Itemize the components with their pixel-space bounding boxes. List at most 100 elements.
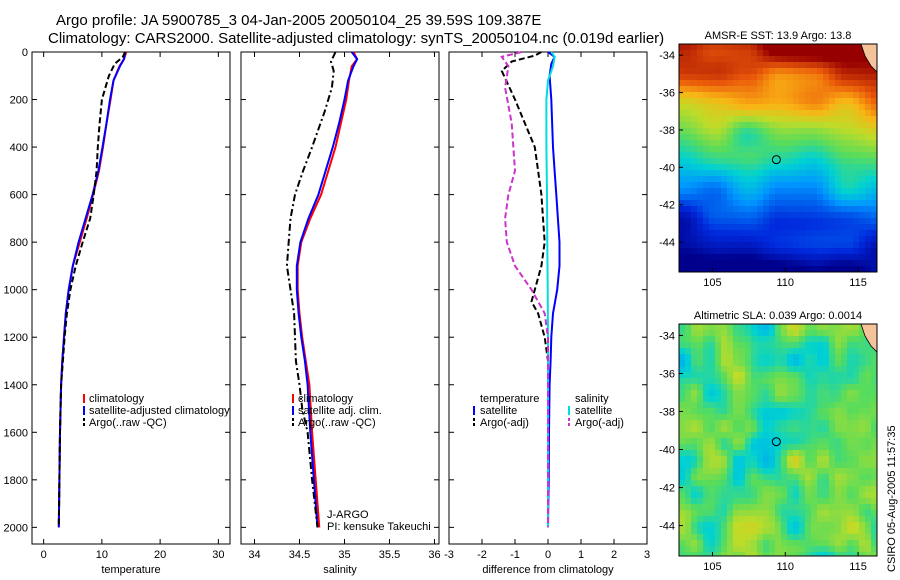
- map-cell: [841, 378, 847, 384]
- map-cell: [691, 432, 697, 438]
- map-cell: [847, 260, 853, 266]
- map-cell: [691, 260, 697, 266]
- map-cell: [871, 474, 877, 480]
- map-cell: [715, 348, 721, 354]
- map-cell: [703, 266, 709, 272]
- map-cell: [871, 158, 877, 164]
- map-cell: [835, 194, 841, 200]
- map-cell: [697, 510, 703, 516]
- map-cell: [757, 194, 763, 200]
- map-cell: [679, 528, 685, 534]
- map-cell: [811, 468, 817, 474]
- map-cell: [835, 486, 841, 492]
- map-cell: [691, 224, 697, 230]
- map-cell: [721, 378, 727, 384]
- map-cell: [847, 468, 853, 474]
- map-cell: [865, 230, 871, 236]
- map-cell: [871, 218, 877, 224]
- map-cell: [793, 170, 799, 176]
- map-cell: [865, 110, 871, 116]
- map-cell: [853, 236, 859, 242]
- map-cell: [685, 354, 691, 360]
- map-cell: [751, 498, 757, 504]
- map-cell: [739, 140, 745, 146]
- map-cell: [751, 384, 757, 390]
- map-cell: [739, 212, 745, 218]
- map-cell: [775, 86, 781, 92]
- map-cell: [739, 110, 745, 116]
- map-cell: [721, 194, 727, 200]
- map-cell: [787, 164, 793, 170]
- map-cell: [781, 170, 787, 176]
- map-cell: [793, 200, 799, 206]
- map-cell: [685, 146, 691, 152]
- map-cell: [799, 354, 805, 360]
- map-cell: [691, 98, 697, 104]
- map-cell: [853, 62, 859, 68]
- map-cell: [859, 62, 865, 68]
- map-cell: [841, 182, 847, 188]
- map-cell: [721, 74, 727, 80]
- map-cell: [829, 104, 835, 110]
- map-cell: [775, 140, 781, 146]
- map-cell: [799, 152, 805, 158]
- map-cell: [871, 366, 877, 372]
- map-cell: [739, 414, 745, 420]
- map-cell: [715, 170, 721, 176]
- map-cell: [787, 80, 793, 86]
- map-cell: [853, 122, 859, 128]
- map-cell: [691, 474, 697, 480]
- map-cell: [811, 122, 817, 128]
- map-cell: [853, 80, 859, 86]
- map-cell: [829, 480, 835, 486]
- map-cell: [715, 498, 721, 504]
- map-cell: [775, 236, 781, 242]
- map-cell: [835, 176, 841, 182]
- map-cell: [721, 348, 727, 354]
- map-cell: [781, 348, 787, 354]
- x-tick-label: 115: [849, 277, 867, 289]
- map-cell: [721, 176, 727, 182]
- map-cell: [763, 372, 769, 378]
- map-cell: [775, 80, 781, 86]
- map-cell: [829, 194, 835, 200]
- map-cell: [823, 254, 829, 260]
- map-cell: [769, 378, 775, 384]
- map-cell: [715, 540, 721, 546]
- map-cell: [775, 402, 781, 408]
- map-cell: [745, 480, 751, 486]
- map-cell: [739, 128, 745, 134]
- map-cell: [733, 402, 739, 408]
- map-cell: [703, 116, 709, 122]
- map-cell: [697, 56, 703, 62]
- map-cell: [823, 342, 829, 348]
- map-cell: [817, 504, 823, 510]
- map-cell: [853, 432, 859, 438]
- map-cell: [793, 456, 799, 462]
- map-cell: [745, 504, 751, 510]
- map-cell: [823, 348, 829, 354]
- map-cell: [691, 408, 697, 414]
- map-cell: [853, 438, 859, 444]
- map-cell: [715, 402, 721, 408]
- map-cell: [763, 62, 769, 68]
- map-cell: [715, 384, 721, 390]
- map-cell: [805, 218, 811, 224]
- map-cell: [757, 528, 763, 534]
- map-cell: [745, 146, 751, 152]
- map-cell: [823, 86, 829, 92]
- map-cell: [703, 492, 709, 498]
- y-tick-label: -42: [659, 483, 675, 495]
- map-cell: [733, 330, 739, 336]
- map-cell: [751, 98, 757, 104]
- map-cell: [733, 206, 739, 212]
- map-cell: [769, 212, 775, 218]
- map-cell: [769, 230, 775, 236]
- map-cell: [787, 266, 793, 272]
- map-cell: [745, 546, 751, 552]
- map-cell: [769, 528, 775, 534]
- map-cell: [775, 164, 781, 170]
- map-cell: [697, 110, 703, 116]
- map-cell: [811, 56, 817, 62]
